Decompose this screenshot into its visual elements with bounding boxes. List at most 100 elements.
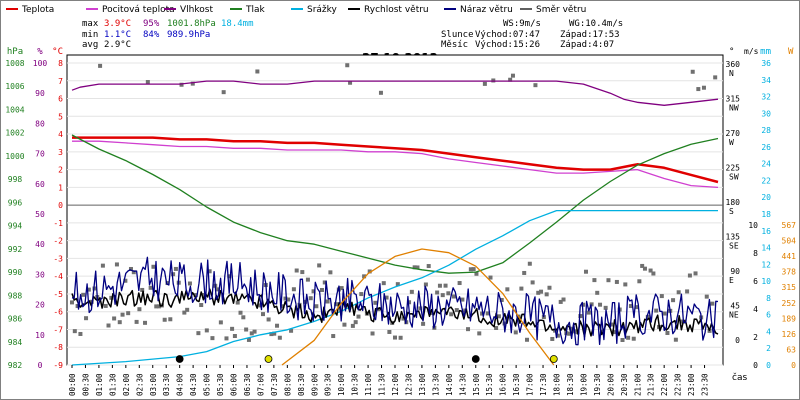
wind-direction-point <box>148 285 153 290</box>
wind-direction-point <box>659 294 664 299</box>
axis-mm-tick-9: 18 <box>761 210 771 219</box>
x-tick-label-16: 08:00 <box>283 373 292 396</box>
wind-direction-point <box>356 314 361 319</box>
wind-direction-point <box>384 295 389 300</box>
axis-pct-tick-6: 40 <box>35 240 45 249</box>
axis-pct-tick-10: 0 <box>38 361 43 370</box>
wind-direction-point <box>359 292 364 297</box>
axis-pct-tick-0: 100 <box>33 59 48 68</box>
x-tick-label-0: 00:00 <box>68 373 77 396</box>
wind-direction-point <box>620 337 625 342</box>
axis-hpa-tick-4: 1000 <box>5 152 24 161</box>
axis-deg-dir-4: S <box>729 207 734 216</box>
wind-direction-point <box>283 296 288 301</box>
wind-direction-point <box>137 307 142 312</box>
wind-direction-point <box>527 261 532 266</box>
x-axis-label: čas <box>732 372 747 383</box>
wind-direction-point <box>415 265 420 270</box>
wind-direction-point <box>435 290 440 295</box>
wind-speed-info: WS:9m/s <box>503 19 541 29</box>
wind-direction-point <box>72 329 77 334</box>
wind-direction-point <box>98 63 103 68</box>
wind-direction-point <box>367 269 372 274</box>
series-line-5 <box>71 288 719 338</box>
series-line-6 <box>71 256 719 346</box>
wind-direction-point <box>373 300 378 305</box>
axis-hpa-tick-5: 998 <box>8 175 23 184</box>
wind-direction-point <box>696 87 701 92</box>
axis-pct-tick-9: 10 <box>35 331 45 340</box>
axis-hpa-tick-12: 984 <box>8 338 23 347</box>
wind-direction-point <box>494 325 499 330</box>
wind-direction-point <box>272 331 277 336</box>
wind-direction-point <box>561 297 566 302</box>
x-tick-label-3: 01:30 <box>108 373 117 396</box>
axis-hpa-tick-1: 1006 <box>5 82 24 91</box>
axis-hpa-tick-13: 982 <box>8 361 23 370</box>
x-tick-label-5: 02:30 <box>135 373 144 396</box>
wind-direction-point <box>100 263 105 268</box>
x-tick-label-39: 19:30 <box>593 373 602 396</box>
wind-direction-point <box>592 278 597 283</box>
axis-deg-tick-7: 45 <box>730 302 740 311</box>
wind-direction-point <box>342 322 347 327</box>
wind-direction-point <box>673 337 678 342</box>
wind-direction-point <box>676 290 681 295</box>
axis-temp-tick-5: 3 <box>58 148 63 157</box>
wind-direction-point <box>513 330 518 335</box>
axis-deg-dir-2: W <box>729 138 734 147</box>
stat-max-hum: 95% <box>143 19 160 29</box>
wind-direction-point <box>244 327 249 332</box>
wind-direction-point <box>202 292 207 297</box>
axis-temp-tick-15: -7 <box>53 325 63 334</box>
axis-w-unit: W <box>788 47 794 57</box>
axis-w-tick-4: 315 <box>782 283 797 292</box>
wind-direction-point <box>255 69 260 74</box>
axis-deg-tick-0: 360 <box>726 60 741 69</box>
axis-deg-tick-8: 0 <box>735 336 740 345</box>
wind-direction-point <box>640 263 645 268</box>
x-tick-label-30: 15:00 <box>472 373 481 396</box>
wind-direction-point <box>477 331 482 336</box>
wind-direction-point <box>555 333 560 338</box>
wind-direction-point <box>303 299 308 304</box>
legend-label-5: Rychlost větru <box>364 5 429 15</box>
wind-direction-point <box>325 299 330 304</box>
stat-avg-temp: 2.9°C <box>104 40 131 50</box>
x-tick-label-41: 20:30 <box>620 373 629 396</box>
axis-mm-tick-17: 2 <box>766 344 771 353</box>
axis-temp-tick-14: -6 <box>53 308 63 317</box>
axis-ms-tick-1: 8 <box>753 249 758 258</box>
axis-temp-tick-1: 7 <box>58 77 63 86</box>
x-tick-label-42: 21:00 <box>633 373 642 396</box>
axis-temp-tick-11: -3 <box>53 254 63 263</box>
wind-direction-point <box>530 280 535 285</box>
wind-direction-point <box>687 273 692 278</box>
x-tick-label-15: 07:30 <box>270 373 279 396</box>
wind-direction-point <box>300 270 305 275</box>
wind-direction-point <box>126 311 131 316</box>
wind-direction-point <box>260 312 265 317</box>
legend-label-3: Tlak <box>245 5 266 15</box>
legend-label-6: Náraz větru <box>460 5 513 15</box>
wind-direction-point <box>199 303 204 308</box>
wind-direction-point <box>165 281 170 286</box>
axis-hpa-tick-8: 992 <box>8 245 23 254</box>
axis-temp-unit: °C <box>52 47 63 57</box>
wind-direction-point <box>328 270 333 275</box>
wind-direction-point <box>454 308 459 313</box>
x-tick-label-22: 11:00 <box>364 373 373 396</box>
wind-direction-point <box>654 308 659 313</box>
wind-direction-point <box>480 311 485 316</box>
series-line-1 <box>72 140 719 189</box>
axis-temp-tick-0: 8 <box>58 59 63 68</box>
wind-direction-point <box>626 335 631 340</box>
wind-direction-point <box>218 320 223 325</box>
axis-mm-tick-14: 8 <box>766 294 771 303</box>
stat-max-rain: 18.4mm <box>221 19 254 29</box>
wind-direction-point <box>443 283 448 288</box>
wind-direction-point <box>224 336 229 341</box>
wind-direction-point <box>193 293 198 298</box>
wind-direction-point <box>578 314 583 319</box>
x-tick-label-46: 23:00 <box>687 373 696 396</box>
